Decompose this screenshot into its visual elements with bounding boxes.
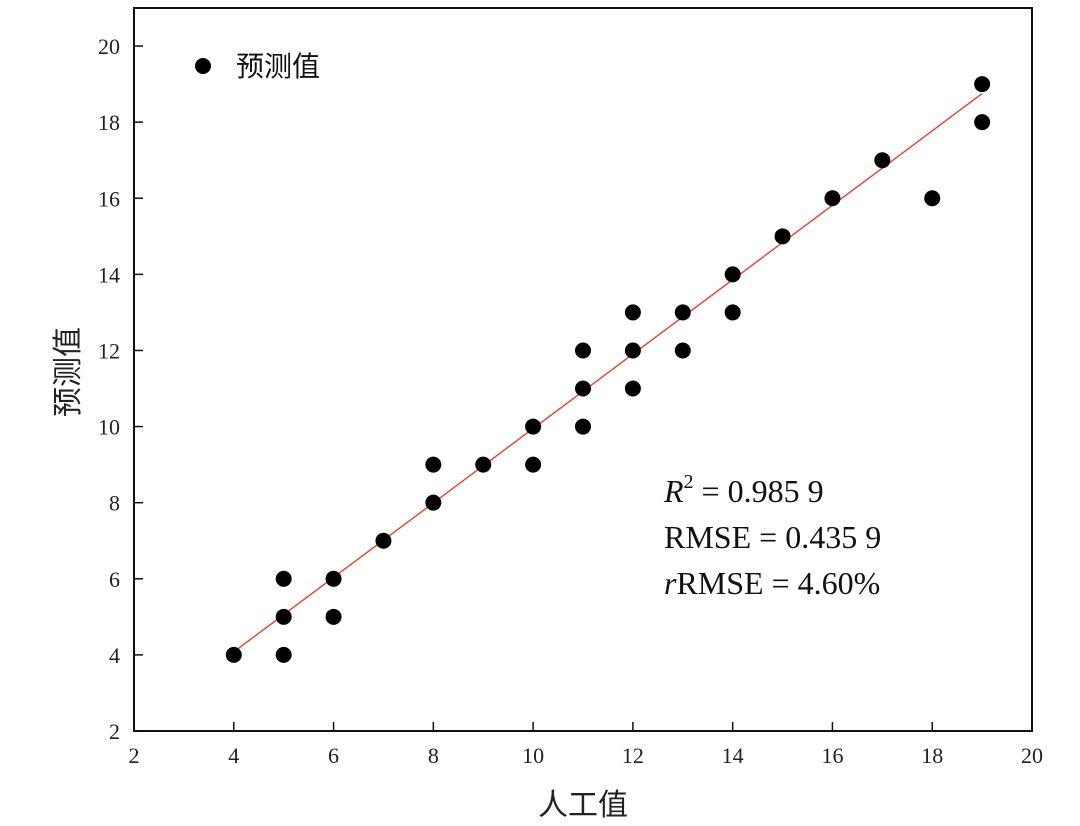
- data-point: [275, 646, 292, 663]
- data-point: [475, 456, 492, 473]
- data-point: [724, 266, 741, 283]
- data-point: [974, 114, 991, 131]
- y-axis: 2 4 6 8 10 12 14 16 18 20: [98, 34, 143, 744]
- data-point: [624, 342, 641, 359]
- data-points: [225, 76, 991, 663]
- data-point: [525, 418, 542, 435]
- data-point: [575, 380, 591, 397]
- data-point: [874, 152, 891, 169]
- data-point: [674, 304, 691, 321]
- rrmse-prefix: r: [664, 565, 677, 601]
- data-point: [974, 76, 991, 93]
- data-point: [575, 418, 591, 435]
- stats-annotation: R2 = 0.985 9 RMSE = 0.435 9 rRMSE = 4.60…: [663, 471, 881, 601]
- data-point: [624, 380, 641, 397]
- x-tick-label: 18: [921, 743, 943, 768]
- data-point: [275, 608, 292, 625]
- legend-marker: [195, 58, 211, 74]
- data-point: [275, 570, 292, 587]
- r-superscript: 2: [684, 471, 694, 493]
- y-tick-label: 10: [98, 415, 120, 440]
- y-tick-label: 4: [109, 643, 120, 668]
- y-tick-label: 6: [109, 567, 120, 592]
- data-point: [624, 304, 641, 321]
- data-point: [674, 342, 691, 359]
- data-point: [924, 190, 941, 207]
- x-tick-label: 2: [129, 743, 140, 768]
- y-tick-label: 20: [98, 34, 120, 59]
- data-point: [575, 342, 591, 359]
- data-point: [774, 228, 791, 245]
- rrmse-label: rRMSE = 4.60%: [664, 565, 880, 601]
- data-point: [425, 494, 442, 511]
- x-tick-label: 10: [522, 743, 544, 768]
- y-tick-label: 16: [98, 186, 120, 211]
- y-tick-label: 18: [98, 110, 120, 135]
- y-axis-title: 预测值: [51, 327, 86, 417]
- x-tick-label: 6: [328, 743, 339, 768]
- y-tick-label: 8: [109, 491, 120, 516]
- data-point: [525, 456, 542, 473]
- data-point: [325, 570, 342, 587]
- plot-frame: [133, 7, 1033, 732]
- data-point: [824, 190, 841, 207]
- x-tick-label: 12: [622, 743, 644, 768]
- x-tick-label: 8: [428, 743, 439, 768]
- legend: 预测值: [195, 50, 320, 83]
- r-squared-label: R2 = 0.985 9: [663, 471, 824, 509]
- data-point: [375, 532, 392, 549]
- rmse-label: RMSE = 0.435 9: [664, 519, 881, 555]
- x-axis-title: 人工值: [538, 788, 628, 823]
- r-squared-value: = 0.985 9: [694, 473, 824, 509]
- data-point: [724, 304, 741, 321]
- x-tick-label: 16: [821, 743, 843, 768]
- x-tick-label: 4: [228, 743, 239, 768]
- x-axis: 2 4 6 8 10 12 14 16 18 20: [129, 722, 1043, 768]
- legend-label: 预测值: [236, 50, 320, 83]
- data-point: [325, 608, 342, 625]
- y-tick-label: 12: [98, 338, 120, 363]
- x-tick-label: 14: [722, 743, 744, 768]
- r-symbol: R: [663, 473, 684, 509]
- fit-line: [233, 93, 983, 653]
- y-tick-label: 2: [109, 719, 120, 744]
- rrmse-value: RMSE = 4.60%: [676, 565, 880, 601]
- data-point: [425, 456, 442, 473]
- y-tick-label: 14: [98, 262, 120, 287]
- data-point: [225, 646, 242, 663]
- x-tick-label: 20: [1021, 743, 1043, 768]
